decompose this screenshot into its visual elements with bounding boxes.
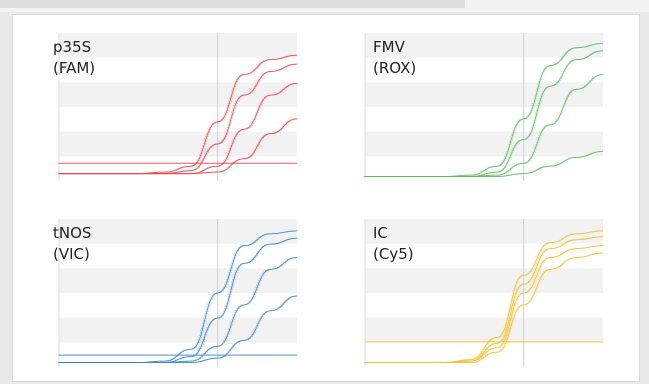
panel-p35s: p35S (FAM) <box>53 33 299 181</box>
top-strip <box>0 0 649 12</box>
series-line <box>59 63 298 175</box>
series-line <box>363 252 602 363</box>
panel-bands <box>365 219 603 343</box>
grid-band <box>365 219 603 244</box>
panel-title: IC <box>373 224 388 242</box>
panel-subtitle: (ROX) <box>373 59 416 77</box>
series-line <box>60 63 299 174</box>
panel-fmv: FMV (ROX) <box>363 33 605 181</box>
series-line <box>60 118 299 174</box>
panel-bands <box>59 219 297 343</box>
grid-band <box>365 82 603 107</box>
series-line <box>59 295 298 364</box>
panel-subtitle: (Cy5) <box>373 245 414 263</box>
series-line <box>363 245 602 363</box>
series-line <box>59 237 298 364</box>
panel-subtitle: (FAM) <box>53 59 95 77</box>
top-strip-bar <box>0 0 465 8</box>
grid-band <box>59 82 297 107</box>
grid-band <box>59 268 297 293</box>
grid-band <box>365 131 603 157</box>
series-line <box>59 230 298 364</box>
series-line <box>57 118 296 174</box>
series-line <box>60 295 299 363</box>
chart-figure: p35S (FAM) FMV (ROX) tNOS (VIC) IC (Cy5) <box>53 33 605 367</box>
series-line <box>364 150 604 178</box>
series-line <box>57 63 296 174</box>
series-line <box>57 237 296 363</box>
series-line <box>59 118 298 175</box>
grid-band <box>59 219 297 244</box>
panel-curves <box>363 42 605 178</box>
grid-band <box>59 131 297 157</box>
series-line <box>366 252 605 363</box>
panel-title: FMV <box>373 38 406 56</box>
grid-band <box>59 317 297 343</box>
panel-axes <box>364 33 525 181</box>
series-line <box>363 151 602 177</box>
series-line <box>60 237 299 363</box>
panel-curves <box>363 230 605 364</box>
grid-band <box>365 317 603 343</box>
panel-tnos: tNOS (VIC) <box>53 219 299 367</box>
panel-curves <box>57 230 299 364</box>
figure-card: p35S (FAM) FMV (ROX) tNOS (VIC) IC (Cy5) <box>12 14 640 382</box>
series-line <box>366 151 605 177</box>
panel-ic: IC (Cy5) <box>363 219 605 367</box>
panel-axes <box>58 33 219 181</box>
panel-bands <box>365 33 603 157</box>
panel-curves <box>57 54 299 175</box>
panel-subtitle: (VIC) <box>53 245 90 263</box>
series-line <box>365 245 604 364</box>
panel-title: tNOS <box>53 224 91 242</box>
series-line <box>57 295 296 363</box>
grid-band <box>59 33 297 58</box>
panel-title: p35S <box>53 38 91 56</box>
series-line <box>60 230 299 363</box>
series-line <box>365 252 604 364</box>
grid-band <box>365 33 603 58</box>
panel-bands <box>59 33 297 157</box>
grid-band <box>365 268 603 293</box>
